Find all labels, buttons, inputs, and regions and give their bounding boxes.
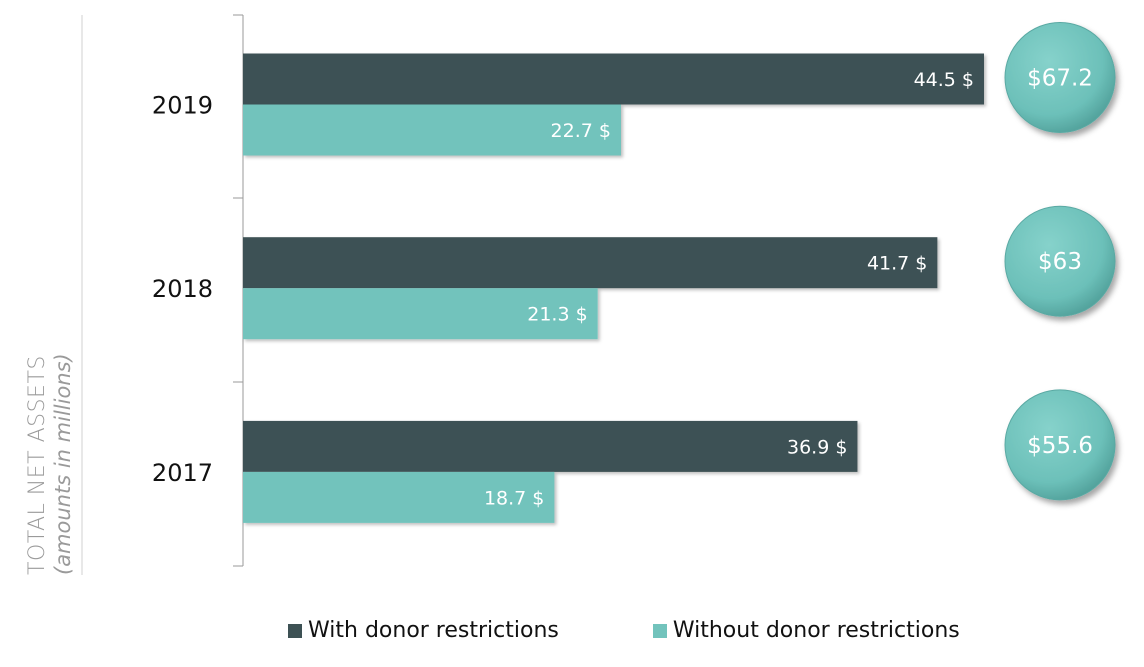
data-label: 36.9 $ <box>787 436 847 458</box>
category-labels: 2019 2018 2017 <box>152 92 213 487</box>
bar-with-restrictions-2017 <box>243 420 858 472</box>
legend-label: Without donor restrictions <box>672 618 960 643</box>
total-bubble-2017: $55.6 <box>1004 389 1116 501</box>
total-circle <box>1004 205 1116 317</box>
legend: With donor restrictions Without donor re… <box>288 618 960 643</box>
total-label: $63 <box>1038 249 1082 275</box>
legend-swatch <box>652 623 667 638</box>
y-axis-title: TOTAL NET ASSETS <box>25 355 50 575</box>
total-bubble-2019: $67.2 <box>1004 22 1116 133</box>
legend-item-with-restrictions: With donor restrictions <box>288 618 559 643</box>
data-label: 41.7 $ <box>867 253 927 275</box>
category-axis <box>233 14 244 567</box>
bar-with-restrictions-2019 <box>243 53 984 105</box>
total-label: $67.2 <box>1027 66 1093 92</box>
total-circles: $67.2 $63 $55.6 <box>1004 22 1116 501</box>
legend-label: With donor restrictions <box>308 618 559 643</box>
category-label-2017: 2017 <box>152 459 213 487</box>
bar-without-restrictions-2019 <box>243 104 621 156</box>
category-label-2018: 2018 <box>152 275 213 303</box>
bar-without-restrictions-2018 <box>243 288 598 340</box>
y-axis-subtitle: (amounts in millions) <box>51 353 75 575</box>
bar-with-restrictions-2018 <box>243 237 938 289</box>
data-label: 21.3 $ <box>527 304 587 326</box>
total-bubble-2018: $63 <box>1004 205 1116 317</box>
bars: 44.5 $ 22.7 $ 41.7 $ 21.3 $ 36.9 $ 18.7 $ <box>243 53 984 523</box>
bar-without-restrictions-2017 <box>243 471 555 523</box>
legend-swatch <box>288 623 302 638</box>
total-circle <box>1004 389 1116 501</box>
data-label: 22.7 $ <box>551 120 611 142</box>
total-label: $55.6 <box>1027 433 1093 459</box>
legend-item-without-restrictions: Without donor restrictions <box>652 618 960 643</box>
data-label: 18.7 $ <box>484 487 544 509</box>
category-label-2019: 2019 <box>152 92 213 120</box>
total-circle <box>1004 22 1116 133</box>
data-label: 44.5 $ <box>914 69 974 91</box>
